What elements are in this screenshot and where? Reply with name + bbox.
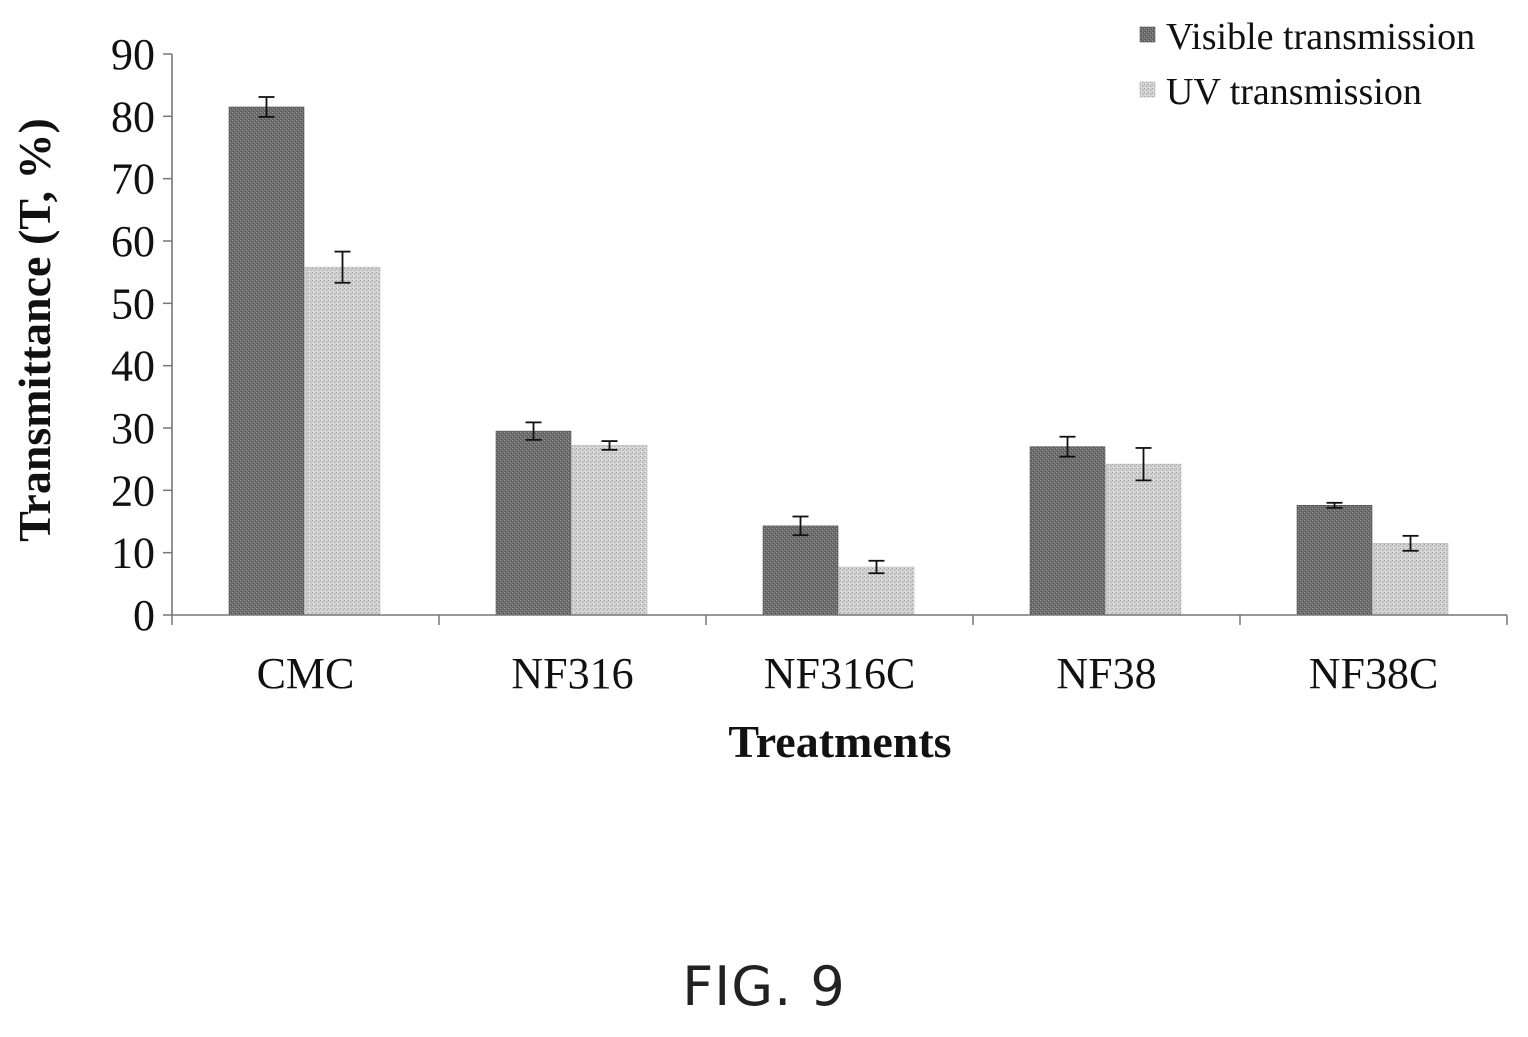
bar-uv-transmission-nf38c xyxy=(1372,543,1449,616)
error-bar-uv-transmission-nf38c xyxy=(1402,534,1419,552)
x-tick-label-nf38: NF38 xyxy=(1056,649,1156,698)
error-bar-uv-transmission-nf316 xyxy=(601,440,618,451)
y-tick-label: 70 xyxy=(111,155,155,204)
error-bars xyxy=(258,96,1419,575)
y-tick-label: 80 xyxy=(111,92,155,141)
legend-item-visible-transmission: Visible transmission xyxy=(1139,16,1475,58)
y-axis-title: Transmittance (T, %) xyxy=(9,118,60,542)
bar-chart: 0 10 20 30 40 50 60 70 80 90 CMC NF316 NF316C NF38 NF… xyxy=(9,16,1508,767)
y-tick-label: 10 xyxy=(111,529,155,578)
bars xyxy=(228,106,1449,616)
error-bar-visible-transmission-cmc xyxy=(258,96,275,118)
y-tick-label: 20 xyxy=(111,466,155,515)
legend-item-uv-transmission: UV transmission xyxy=(1139,71,1422,113)
axes xyxy=(171,54,1508,625)
y-tick-label: 40 xyxy=(111,342,155,391)
bar-visible-transmission-cmc xyxy=(228,106,305,616)
x-axis-tick-labels: CMC NF316 NF316C NF38 NF38C xyxy=(257,649,1439,698)
bar-visible-transmission-nf38c xyxy=(1296,504,1373,616)
error-bar-uv-transmission-cmc xyxy=(334,250,351,284)
y-tick-label: 50 xyxy=(111,279,155,328)
legend-label: UV transmission xyxy=(1166,71,1422,113)
x-tick-label-nf316: NF316 xyxy=(511,649,633,698)
error-bar-visible-transmission-nf316 xyxy=(525,421,542,441)
error-bar-visible-transmission-nf38 xyxy=(1059,435,1076,458)
x-axis-title: Treatments xyxy=(728,716,951,767)
x-tick-label-cmc: CMC xyxy=(257,649,355,698)
error-bar-visible-transmission-nf38c xyxy=(1326,501,1343,509)
error-bar-visible-transmission-nf316c xyxy=(792,515,809,537)
bar-uv-transmission-cmc xyxy=(304,266,381,616)
y-tick-label: 0 xyxy=(133,591,155,640)
legend: Visible transmission UV transmission xyxy=(1139,16,1475,113)
bar-uv-transmission-nf316c xyxy=(838,566,915,616)
error-bar-uv-transmission-nf38 xyxy=(1135,447,1152,482)
legend-swatch xyxy=(1139,26,1156,43)
y-tick-label: 60 xyxy=(111,217,155,266)
x-tick-label-nf38c: NF38C xyxy=(1309,649,1439,698)
legend-swatch xyxy=(1139,81,1156,98)
bar-visible-transmission-nf316 xyxy=(495,430,572,616)
bar-uv-transmission-nf316 xyxy=(571,445,648,616)
y-tick-label: 30 xyxy=(111,404,155,453)
legend-label: Visible transmission xyxy=(1166,16,1475,58)
x-tick-label-nf316c: NF316C xyxy=(764,649,916,698)
bar-visible-transmission-nf38 xyxy=(1029,446,1106,616)
y-tick-label: 90 xyxy=(111,30,155,79)
figure-label: FIG. 9 xyxy=(682,955,846,1018)
bar-uv-transmission-nf38 xyxy=(1105,463,1182,616)
y-axis-tick-labels: 0 10 20 30 40 50 60 70 80 90 xyxy=(111,30,172,640)
error-bar-uv-transmission-nf316c xyxy=(868,559,885,575)
bar-visible-transmission-nf316c xyxy=(762,525,839,616)
